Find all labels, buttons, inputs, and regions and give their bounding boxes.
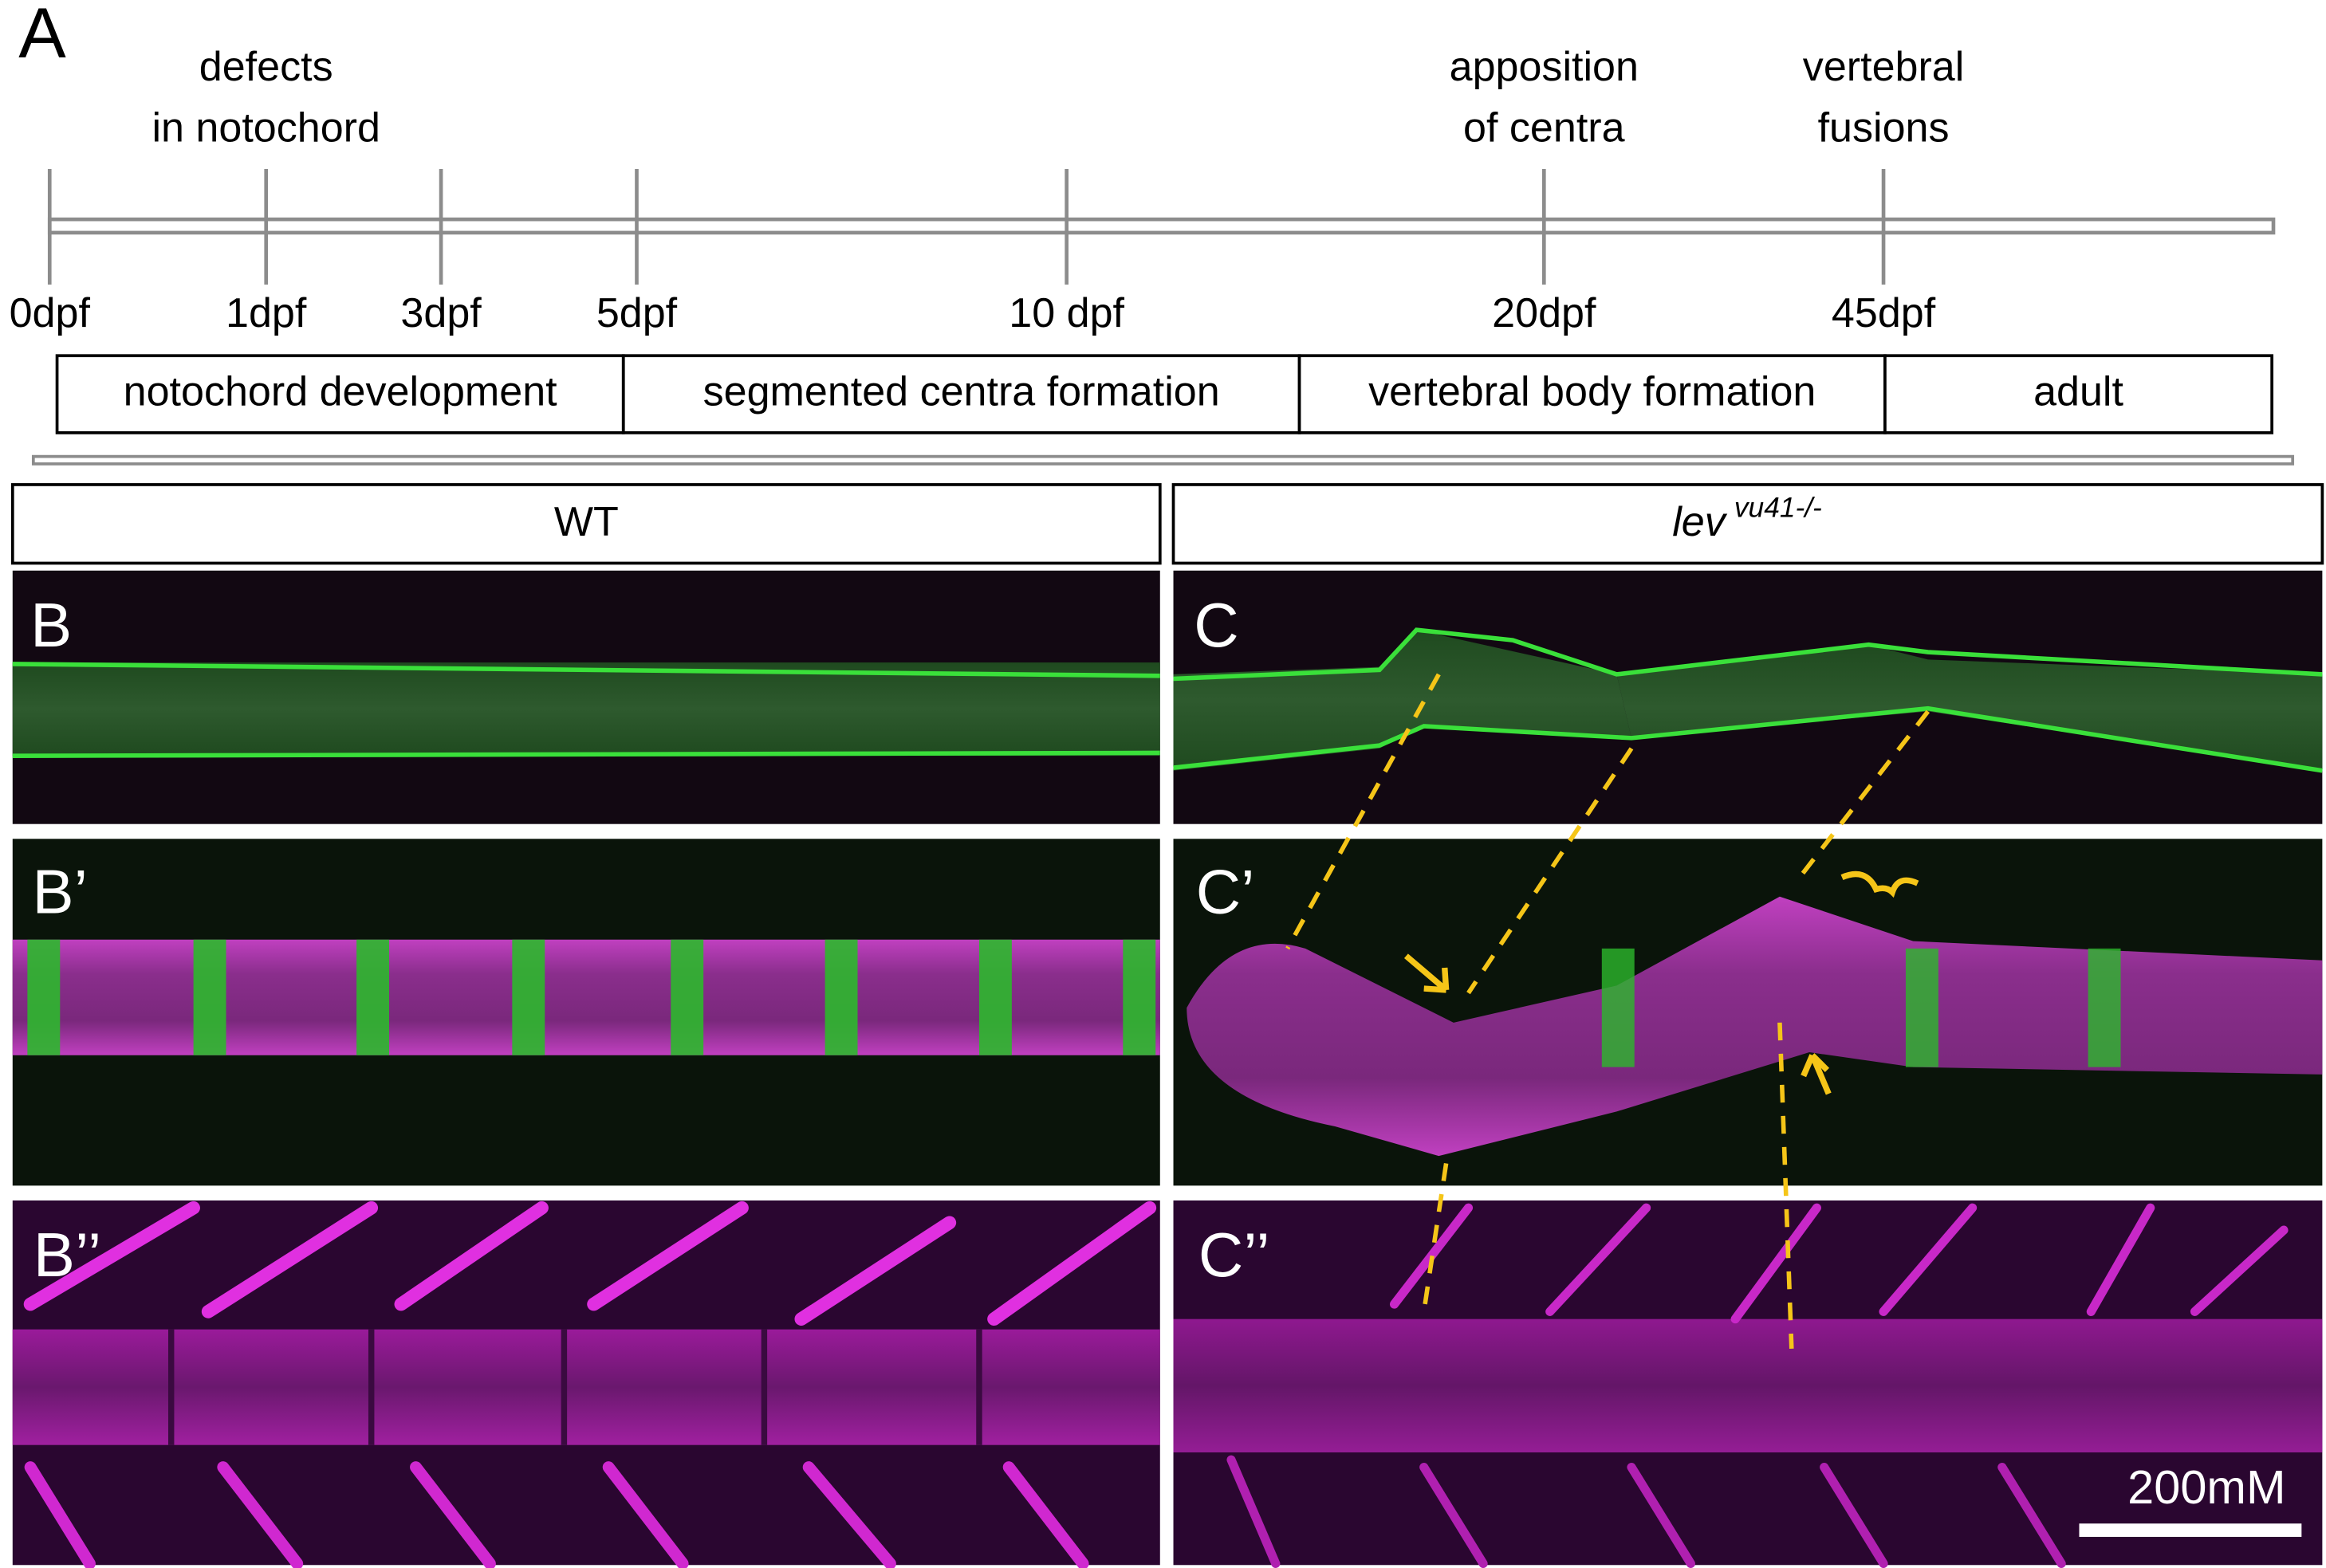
header-mutant: lev vu41-/- bbox=[1672, 493, 1822, 545]
arrow bbox=[1801, 1053, 1832, 1095]
rib bbox=[1997, 1462, 2066, 1568]
notochord-edge bbox=[1173, 627, 2323, 682]
header-box bbox=[1171, 483, 2324, 565]
gene-name: lev bbox=[1672, 499, 1728, 545]
header-wt: WT bbox=[554, 499, 619, 545]
panel-label: A bbox=[18, 0, 66, 73]
rib bbox=[1730, 1203, 1821, 1324]
rib bbox=[1002, 1461, 1089, 1568]
header-box bbox=[10, 483, 1162, 565]
segment bbox=[671, 939, 704, 1055]
phase-box bbox=[1883, 354, 2274, 434]
tick-label: 1dpf bbox=[226, 290, 307, 336]
notochord bbox=[1616, 644, 2323, 771]
annotation: vertebral bbox=[1803, 44, 1965, 90]
scale-bar-label: 200mM bbox=[2127, 1460, 2285, 1514]
phase-label: segmented centra formation bbox=[703, 368, 1220, 415]
notochord-edge bbox=[12, 662, 1160, 678]
rib bbox=[217, 1461, 304, 1568]
phase-label: vertebral body formation bbox=[1368, 368, 1816, 415]
rib bbox=[794, 1216, 957, 1326]
annotation: fusions bbox=[1818, 104, 1950, 151]
annotation: apposition bbox=[1450, 44, 1639, 90]
phase-box bbox=[55, 354, 625, 434]
scale-bar bbox=[2079, 1523, 2302, 1537]
phase-label: adult bbox=[2033, 368, 2123, 415]
panel-label: C’ bbox=[1196, 856, 1255, 926]
vertebral-rod bbox=[12, 1329, 1160, 1445]
tick-label: 45dpf bbox=[1832, 290, 1936, 336]
segment bbox=[193, 939, 226, 1055]
rib bbox=[410, 1461, 496, 1568]
rib bbox=[802, 1461, 896, 1568]
notochord-edge bbox=[12, 750, 1160, 758]
notochord bbox=[12, 662, 1160, 756]
tick-label: 0dpf bbox=[10, 290, 91, 336]
segment bbox=[356, 939, 390, 1055]
timeline-bar bbox=[47, 217, 2276, 235]
panel-label: B’’ bbox=[33, 1220, 101, 1290]
guide-line bbox=[1800, 709, 1930, 876]
tick-label: 10 dpf bbox=[1009, 290, 1124, 336]
separator bbox=[31, 454, 2295, 466]
allele: vu41-/- bbox=[1734, 493, 1822, 524]
brace bbox=[1840, 870, 1919, 898]
notochord bbox=[1173, 630, 1631, 771]
segment bbox=[825, 939, 858, 1055]
rib bbox=[23, 1201, 200, 1311]
segment bbox=[1905, 948, 1938, 1067]
tick-label: 20dpf bbox=[1492, 290, 1596, 336]
rib bbox=[1545, 1203, 1651, 1316]
guide-line bbox=[1777, 1022, 1794, 1349]
phase-label: notochord development bbox=[124, 368, 558, 415]
annotation: in notochord bbox=[152, 104, 380, 151]
segment bbox=[27, 939, 61, 1055]
panel-label: B’ bbox=[33, 856, 88, 926]
segment bbox=[2088, 948, 2121, 1067]
rib bbox=[394, 1201, 549, 1311]
rib bbox=[2190, 1225, 2289, 1316]
guide-line bbox=[1421, 1163, 1449, 1312]
tick-label: 3dpf bbox=[400, 290, 482, 336]
notochord-edge bbox=[1173, 705, 2323, 773]
rib bbox=[1820, 1462, 1888, 1568]
rib bbox=[602, 1461, 689, 1568]
rib bbox=[2086, 1203, 2155, 1316]
phase-box bbox=[1297, 354, 1887, 434]
rib bbox=[1419, 1462, 1488, 1568]
annotation: defects bbox=[199, 44, 333, 90]
rib bbox=[201, 1201, 379, 1318]
segment bbox=[1601, 948, 1635, 1067]
rib bbox=[587, 1201, 749, 1311]
tick-label: 5dpf bbox=[596, 290, 678, 336]
annotation: of centra bbox=[1463, 104, 1625, 151]
rib bbox=[987, 1201, 1157, 1326]
vertebral-rod bbox=[1173, 1318, 2323, 1452]
panel-label: C’’ bbox=[1198, 1220, 1270, 1290]
phase-box bbox=[621, 354, 1301, 434]
guide-line bbox=[1285, 673, 1441, 950]
segment bbox=[512, 939, 545, 1055]
panel-label: C bbox=[1194, 590, 1238, 660]
rib bbox=[1879, 1203, 1978, 1316]
rib bbox=[24, 1461, 96, 1568]
rib bbox=[1226, 1455, 1281, 1568]
segment bbox=[978, 939, 1012, 1055]
segment bbox=[1123, 939, 1156, 1055]
notochord bbox=[1187, 896, 2323, 1157]
arrow bbox=[1403, 953, 1450, 993]
rib bbox=[1627, 1462, 1695, 1568]
panel-label: B bbox=[30, 590, 72, 660]
